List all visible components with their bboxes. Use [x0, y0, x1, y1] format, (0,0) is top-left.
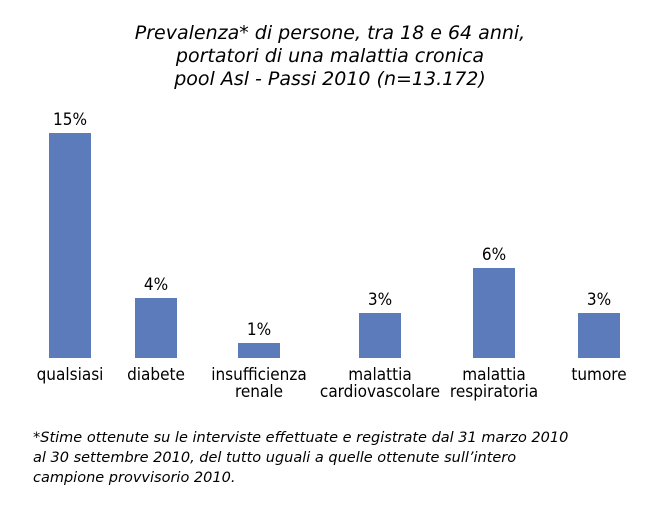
bar: [49, 133, 91, 358]
bar: [359, 313, 401, 358]
bar: [473, 268, 515, 358]
value-label: 3%: [368, 290, 392, 310]
category-label: qualsiasi: [37, 365, 104, 385]
value-label: 15%: [53, 110, 87, 130]
chart-title: Prevalenza* di persone, tra 18 e 64 anni…: [0, 22, 660, 91]
footnote-line-3: campione provvisorio 2010.: [33, 470, 236, 486]
footnote-line-1: *Stime ottenute su le interviste effettu…: [33, 430, 569, 446]
footnote-line-2: al 30 settembre 2010, del tutto uguali a…: [33, 450, 517, 466]
value-label: 6%: [482, 245, 506, 265]
bar-chart: 15% qualsiasi 4% diabete 1% insufficienzarena…: [37, 110, 627, 402]
bar: [238, 343, 280, 358]
category-label: tumore: [571, 365, 626, 385]
category-label: insufficienza: [211, 365, 307, 385]
category-label: diabete: [127, 365, 185, 385]
value-label: 3%: [587, 290, 611, 310]
chart-title-line-3: pool Asl - Passi 2010 (n=13.172): [174, 68, 486, 90]
category-label: malattia: [462, 365, 526, 385]
category-label: respiratoria: [450, 382, 538, 402]
category-label: malattia: [348, 365, 412, 385]
footnote: *Stime ottenute su le interviste effettu…: [33, 428, 633, 488]
chart-title-line-2: portatori di una malattia cronica: [175, 45, 485, 67]
value-label: 1%: [247, 320, 271, 340]
bar: [578, 313, 620, 358]
category-label: renale: [235, 382, 283, 402]
bar: [135, 298, 177, 358]
value-label: 4%: [144, 275, 168, 295]
chart-title-line-1: Prevalenza* di persone, tra 18 e 64 anni…: [134, 22, 526, 44]
category-label: cardiovascolare: [320, 382, 440, 402]
